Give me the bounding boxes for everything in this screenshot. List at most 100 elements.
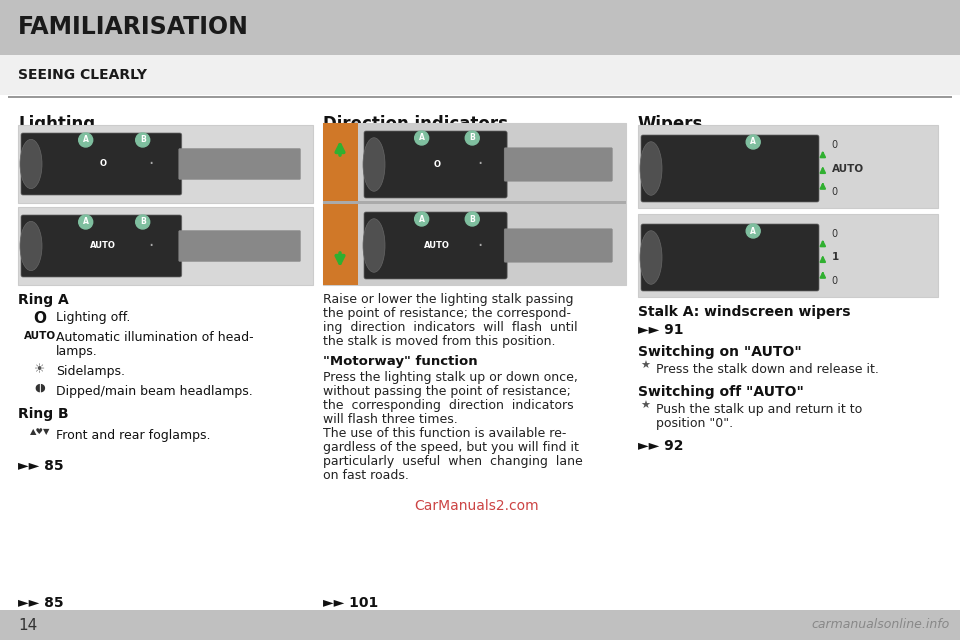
Bar xyxy=(0,55,960,95)
Text: ►► 92: ►► 92 xyxy=(638,439,684,453)
Circle shape xyxy=(135,133,150,147)
Bar xyxy=(0,0,960,55)
FancyBboxPatch shape xyxy=(641,135,819,202)
Text: ⇔: ⇔ xyxy=(543,159,553,170)
Text: A: A xyxy=(419,134,424,143)
Text: ing  direction  indicators  will  flash  until: ing direction indicators will flash unti… xyxy=(323,321,578,334)
Text: ⇔: ⇔ xyxy=(224,241,233,251)
Text: ⇔: ⇔ xyxy=(543,241,553,250)
Text: A: A xyxy=(83,136,88,145)
Ellipse shape xyxy=(20,221,42,271)
Text: ◖◗: ◖◗ xyxy=(35,383,46,393)
FancyBboxPatch shape xyxy=(21,133,181,195)
Text: ·: · xyxy=(477,156,483,173)
Ellipse shape xyxy=(640,231,662,284)
FancyBboxPatch shape xyxy=(364,212,507,279)
Text: B: B xyxy=(140,218,146,227)
Text: Automatic illumination of head-: Automatic illumination of head- xyxy=(56,331,253,344)
FancyBboxPatch shape xyxy=(641,224,819,291)
Text: gardless of the speed, but you will find it: gardless of the speed, but you will find… xyxy=(323,441,579,454)
Ellipse shape xyxy=(640,141,662,195)
Text: position "0".: position "0". xyxy=(656,417,733,430)
Text: CarManuals2.com: CarManuals2.com xyxy=(415,499,540,513)
Bar xyxy=(323,123,626,285)
Text: ·: · xyxy=(149,155,154,173)
Circle shape xyxy=(746,224,760,238)
Text: ►► 101: ►► 101 xyxy=(323,596,378,610)
Circle shape xyxy=(79,215,93,229)
Circle shape xyxy=(415,131,429,145)
Circle shape xyxy=(746,135,760,149)
Text: Direction indicators: Direction indicators xyxy=(323,115,508,133)
Text: O: O xyxy=(34,311,46,326)
Ellipse shape xyxy=(20,140,42,189)
Text: the  corresponding  direction  indicators: the corresponding direction indicators xyxy=(323,399,574,412)
Circle shape xyxy=(466,212,479,226)
FancyBboxPatch shape xyxy=(179,230,300,262)
Circle shape xyxy=(79,133,93,147)
Text: 14: 14 xyxy=(18,618,37,632)
Bar xyxy=(18,125,313,203)
Bar xyxy=(0,55,960,610)
Text: B: B xyxy=(140,136,146,145)
Text: the point of resistance; the correspond-: the point of resistance; the correspond- xyxy=(323,307,571,320)
Text: 0: 0 xyxy=(831,276,838,286)
Text: Wipers: Wipers xyxy=(638,115,704,133)
Text: ★: ★ xyxy=(640,401,650,411)
Bar xyxy=(18,207,313,285)
Text: AUTO: AUTO xyxy=(24,331,56,341)
FancyBboxPatch shape xyxy=(504,148,612,181)
Text: particularly  useful  when  changing  lane: particularly useful when changing lane xyxy=(323,455,583,468)
Text: without passing the point of resistance;: without passing the point of resistance; xyxy=(323,385,571,398)
Text: ⇔: ⇔ xyxy=(224,159,233,169)
Text: Raise or lower the lighting stalk passing: Raise or lower the lighting stalk passin… xyxy=(323,293,573,306)
Text: ★: ★ xyxy=(640,361,650,371)
Text: SEEING CLEARLY: SEEING CLEARLY xyxy=(18,68,147,82)
Text: B: B xyxy=(469,214,475,223)
Text: 0: 0 xyxy=(831,229,838,239)
Text: Dipped/main beam headlamps.: Dipped/main beam headlamps. xyxy=(56,385,252,398)
Text: Press the lighting stalk up or down once,: Press the lighting stalk up or down once… xyxy=(323,371,578,384)
FancyBboxPatch shape xyxy=(21,215,181,277)
Bar xyxy=(323,123,358,202)
FancyBboxPatch shape xyxy=(504,228,612,262)
Text: Ring B: Ring B xyxy=(18,407,68,421)
Text: ·: · xyxy=(149,237,154,255)
Text: AUTO: AUTO xyxy=(90,241,116,250)
Bar xyxy=(8,96,952,98)
Bar xyxy=(323,201,626,204)
Text: B: B xyxy=(469,134,475,143)
Ellipse shape xyxy=(363,219,385,272)
Text: ►► 85: ►► 85 xyxy=(18,459,63,473)
Text: A: A xyxy=(751,227,756,236)
Text: Stalk A: windscreen wipers: Stalk A: windscreen wipers xyxy=(638,305,851,319)
Text: will flash three times.: will flash three times. xyxy=(323,413,458,426)
Text: AUTO: AUTO xyxy=(831,163,864,173)
Text: 0: 0 xyxy=(831,140,838,150)
Text: A: A xyxy=(83,218,88,227)
Text: AUTO: AUTO xyxy=(424,241,450,250)
Bar xyxy=(0,610,960,640)
Text: ►► 91: ►► 91 xyxy=(638,323,684,337)
FancyBboxPatch shape xyxy=(179,148,300,179)
Text: carmanualsonline.info: carmanualsonline.info xyxy=(812,618,950,632)
Text: Ring A: Ring A xyxy=(18,293,69,307)
Text: Press the stalk down and release it.: Press the stalk down and release it. xyxy=(656,363,878,376)
Text: ☀: ☀ xyxy=(35,363,46,376)
Text: Sidelamps.: Sidelamps. xyxy=(56,365,125,378)
Text: Lighting off.: Lighting off. xyxy=(56,311,131,324)
Text: Push the stalk up and return it to: Push the stalk up and return it to xyxy=(656,403,862,416)
Text: 1: 1 xyxy=(831,253,839,262)
Text: ▲♥▼: ▲♥▼ xyxy=(30,427,50,436)
Text: Switching off "AUTO": Switching off "AUTO" xyxy=(638,385,804,399)
Text: O: O xyxy=(99,159,107,168)
Text: Front and rear foglamps.: Front and rear foglamps. xyxy=(56,429,210,442)
Ellipse shape xyxy=(363,138,385,191)
Text: lamps.: lamps. xyxy=(56,345,98,358)
Text: FAMILIARISATION: FAMILIARISATION xyxy=(18,15,249,40)
Text: ·: · xyxy=(477,237,483,255)
Circle shape xyxy=(415,212,429,226)
Text: The use of this function is available re-: The use of this function is available re… xyxy=(323,427,566,440)
Text: the stalk is moved from this position.: the stalk is moved from this position. xyxy=(323,335,556,348)
Text: Lighting: Lighting xyxy=(18,115,95,133)
